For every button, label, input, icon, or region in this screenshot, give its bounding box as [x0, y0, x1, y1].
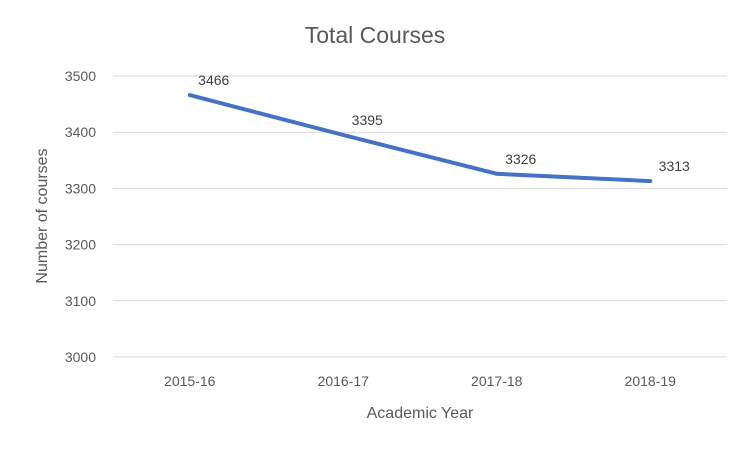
y-axis-ticks: 3000 3100 3200 3300 3400 3500: [65, 68, 96, 365]
data-labels: 3466 3395 3326 3313: [198, 72, 690, 174]
y-tick-label: 3100: [65, 293, 96, 309]
x-tick-label: 2018-19: [625, 373, 677, 389]
data-label: 3395: [352, 112, 383, 128]
data-label: 3326: [505, 151, 536, 167]
series-line: [187, 93, 653, 184]
y-tick-label: 3000: [65, 349, 96, 365]
x-axis-title: Academic Year: [367, 405, 474, 422]
x-tick-label: 2017-18: [471, 373, 523, 389]
series-layer: [187, 93, 653, 184]
y-tick-label: 3200: [65, 237, 96, 253]
x-axis-ticks: 2015-16 2016-17 2017-18 2018-19: [164, 373, 676, 389]
data-label: 3466: [198, 72, 229, 88]
gridlines: [113, 75, 727, 358]
x-tick-label: 2015-16: [164, 373, 216, 389]
y-tick-label: 3300: [65, 180, 96, 196]
chart-title: Total Courses: [305, 22, 446, 48]
data-label: 3313: [659, 158, 690, 174]
y-tick-label: 3500: [65, 68, 96, 84]
y-tick-label: 3400: [65, 124, 96, 140]
x-tick-label: 2016-17: [318, 373, 370, 389]
y-axis-title: Number of courses: [34, 148, 51, 283]
